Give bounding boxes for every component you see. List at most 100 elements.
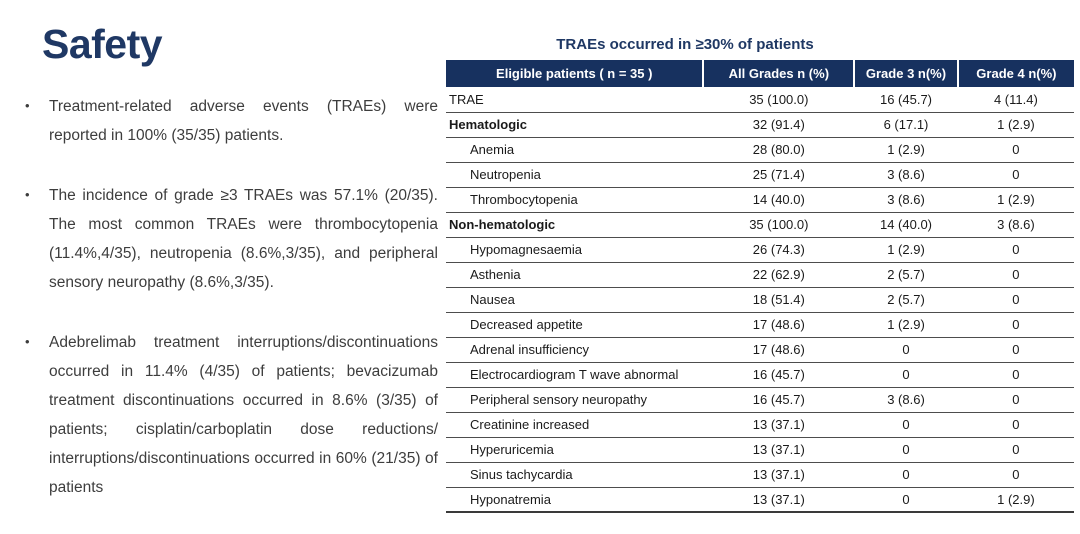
cell-grade4: 0 [957, 262, 1074, 288]
cell-grade4: 0 [957, 312, 1074, 338]
cell-grade3: 0 [854, 412, 958, 438]
row-label: Neutropenia [446, 162, 704, 188]
cell-all-grades: 22 (62.9) [703, 262, 855, 288]
cell-grade3: 3 (8.6) [854, 387, 958, 413]
row-label: Sinus tachycardia [446, 462, 704, 488]
column-header: Grade 3 n(%) [853, 60, 958, 87]
cell-grade4: 0 [957, 412, 1074, 438]
bullet-item: • Adebrelimab treatment interruptions/dis… [24, 329, 438, 503]
left-panel: Safety • Treatment-related adverse events… [24, 14, 438, 534]
cell-all-grades: 13 (37.1) [703, 487, 855, 513]
cell-grade4: 0 [957, 287, 1074, 313]
cell-grade3: 1 (2.9) [854, 137, 958, 163]
table-row: Asthenia 22 (62.9) 2 (5.7) 0 [446, 262, 1074, 288]
cell-grade4: 4 (11.4) [957, 87, 1074, 113]
cell-grade3: 16 (45.7) [854, 87, 958, 113]
table-row: Hyperuricemia 13 (37.1) 0 0 [446, 437, 1074, 463]
row-label: Nausea [446, 287, 704, 313]
cell-grade4: 0 [957, 137, 1074, 163]
cell-grade4: 1 (2.9) [957, 112, 1074, 138]
cell-grade4: 0 [957, 337, 1074, 363]
cell-grade3: 3 (8.6) [854, 162, 958, 188]
row-label: Hyperuricemia [446, 437, 704, 463]
bullet-item: • Treatment-related adverse events (TRAEs… [24, 93, 438, 151]
row-label: Non-hematologic [446, 212, 704, 238]
row-label: Hypomagnesaemia [446, 237, 704, 263]
row-label: Creatinine increased [446, 412, 704, 438]
cell-all-grades: 13 (37.1) [703, 412, 855, 438]
cell-all-grades: 25 (71.4) [703, 162, 855, 188]
bullet-icon: • [25, 334, 30, 349]
cell-all-grades: 35 (100.0) [703, 212, 855, 238]
table-row: Creatinine increased 13 (37.1) 0 0 [446, 412, 1074, 438]
cell-grade3: 1 (2.9) [854, 312, 958, 338]
table-row: Adrenal insufficiency 17 (48.6) 0 0 [446, 337, 1074, 363]
row-label: Decreased appetite [446, 312, 704, 338]
table-row: Thrombocytopenia 14 (40.0) 3 (8.6) 1 (2.9) [446, 187, 1074, 213]
cell-grade3: 1 (2.9) [854, 237, 958, 263]
bullet-icon: • [25, 187, 30, 203]
table-row: Hypomagnesaemia 26 (74.3) 1 (2.9) 0 [446, 237, 1074, 263]
column-header: Grade 4 n(%) [956, 60, 1074, 87]
cell-grade3: 0 [854, 437, 958, 463]
table-row: Decreased appetite 17 (48.6) 1 (2.9) 0 [446, 312, 1074, 338]
row-label: Anemia [446, 137, 704, 163]
cell-all-grades: 13 (37.1) [703, 437, 855, 463]
cell-grade3: 0 [854, 337, 958, 363]
row-label: Adrenal insufficiency [446, 337, 704, 363]
cell-all-grades: 17 (48.6) [703, 312, 855, 338]
bullet-text: Treatment-related adverse events (TRAEs)… [49, 98, 438, 145]
cell-all-grades: 18 (51.4) [703, 287, 855, 313]
cell-grade3: 2 (5.7) [854, 287, 958, 313]
row-label: Asthenia [446, 262, 704, 288]
cell-grade3: 3 (8.6) [854, 187, 958, 213]
column-header: Eligible patients ( n = 35 ) [446, 60, 704, 87]
cell-grade4: 0 [957, 387, 1074, 413]
page-title: Safety [42, 21, 163, 67]
table-row: Hematologic 32 (91.4) 6 (17.1) 1 (2.9) [446, 112, 1074, 138]
bullet-text: The incidence of grade ≥3 TRAEs was 57.1… [49, 187, 438, 292]
cell-grade4: 1 (2.9) [957, 487, 1074, 513]
traes-table: Eligible patients ( n = 35 ) All Grades n… [446, 60, 1074, 513]
bullet-icon: • [25, 98, 30, 114]
cell-grade3: 0 [854, 487, 958, 513]
table-panel: TRAEs occurred in ≥30% of patients Eligi… [446, 36, 1074, 513]
cell-all-grades: 28 (80.0) [703, 137, 855, 163]
cell-grade3: 2 (5.7) [854, 262, 958, 288]
table-row: Electrocardiogram T wave abnormal 16 (45.… [446, 362, 1074, 388]
cell-all-grades: 14 (40.0) [703, 187, 855, 213]
row-label: Peripheral sensory neuropathy [446, 387, 704, 413]
cell-grade4: 1 (2.9) [957, 187, 1074, 213]
bullet-text: Adebrelimab treatment interruptions/disc… [49, 334, 438, 496]
bullet-item: • The incidence of grade ≥3 TRAEs was 57.… [24, 182, 438, 298]
cell-grade4: 0 [957, 162, 1074, 188]
table-body: TRAE 35 (100.0) 16 (45.7) 4 (11.4) Hematolog… [446, 87, 1074, 513]
cell-all-grades: 17 (48.6) [703, 337, 855, 363]
table-row: Peripheral sensory neuropathy 16 (45.7) 3 … [446, 387, 1074, 413]
table-row: Nausea 18 (51.4) 2 (5.7) 0 [446, 287, 1074, 313]
cell-grade4: 0 [957, 462, 1074, 488]
cell-grade3: 0 [854, 362, 958, 388]
cell-all-grades: 16 (45.7) [703, 387, 855, 413]
table-header-row: Eligible patients ( n = 35 ) All Grades n… [446, 60, 1074, 87]
cell-all-grades: 35 (100.0) [703, 87, 855, 113]
table-row: Anemia 28 (80.0) 1 (2.9) 0 [446, 137, 1074, 163]
table-row: TRAE 35 (100.0) 16 (45.7) 4 (11.4) [446, 87, 1074, 113]
cell-grade4: 3 (8.6) [957, 212, 1074, 238]
row-label: Hematologic [446, 112, 704, 138]
cell-all-grades: 26 (74.3) [703, 237, 855, 263]
cell-grade3: 6 (17.1) [854, 112, 958, 138]
table-row: Neutropenia 25 (71.4) 3 (8.6) 0 [446, 162, 1074, 188]
row-label: Thrombocytopenia [446, 187, 704, 213]
table-row: Hyponatremia 13 (37.1) 0 1 (2.9) [446, 487, 1074, 513]
row-label: TRAE [446, 87, 704, 113]
cell-all-grades: 13 (37.1) [703, 462, 855, 488]
table-row: Sinus tachycardia 13 (37.1) 0 0 [446, 462, 1074, 488]
table-row: Non-hematologic 35 (100.0) 14 (40.0) 3 (8.6… [446, 212, 1074, 238]
row-label: Electrocardiogram T wave abnormal [446, 362, 704, 388]
cell-all-grades: 32 (91.4) [703, 112, 855, 138]
bullet-list: • Treatment-related adverse events (TRAEs… [24, 93, 438, 503]
cell-grade3: 0 [854, 462, 958, 488]
row-label: Hyponatremia [446, 487, 704, 513]
cell-all-grades: 16 (45.7) [703, 362, 855, 388]
